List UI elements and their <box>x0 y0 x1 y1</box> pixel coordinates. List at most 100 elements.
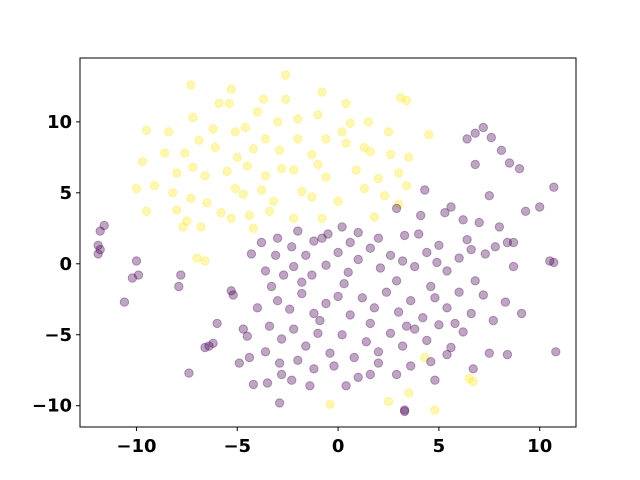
x-axis: −10 −5 0 5 10 <box>116 427 552 457</box>
data-point <box>466 244 476 255</box>
data-point <box>365 318 375 329</box>
data-point <box>365 147 375 157</box>
data-point <box>293 355 303 365</box>
data-point <box>210 142 220 153</box>
data-point <box>287 242 297 252</box>
data-point <box>401 321 412 331</box>
data-point <box>373 173 384 184</box>
data-point <box>484 348 494 358</box>
data-point <box>440 208 450 218</box>
data-point <box>446 342 456 353</box>
data-point <box>224 98 234 109</box>
data-point <box>395 93 406 103</box>
data-point <box>260 347 271 357</box>
data-point <box>462 235 472 245</box>
data-point <box>278 270 289 280</box>
y-tick-label: 5 <box>59 183 72 204</box>
data-point <box>258 94 269 104</box>
x-tick-label: 5 <box>433 436 446 457</box>
data-point <box>200 171 210 181</box>
data-point <box>246 249 257 259</box>
data-point <box>248 223 259 234</box>
data-point <box>466 308 476 319</box>
data-point <box>281 70 291 80</box>
data-point <box>260 171 271 181</box>
data-point <box>127 273 138 283</box>
data-point <box>238 189 249 199</box>
data-point <box>321 134 331 144</box>
data-point <box>309 236 319 246</box>
data-point <box>200 342 210 353</box>
data-point <box>200 256 210 266</box>
data-point <box>242 331 253 341</box>
data-point <box>260 266 271 276</box>
data-point <box>470 159 480 170</box>
plot-frame <box>79 57 577 428</box>
data-point <box>397 256 408 266</box>
plot-background <box>80 58 576 427</box>
data-point <box>137 156 148 167</box>
data-point <box>293 114 303 124</box>
data-point <box>248 144 259 154</box>
data-point <box>549 182 559 192</box>
data-point <box>422 335 432 346</box>
data-point <box>274 398 285 408</box>
data-point <box>468 364 478 374</box>
data-point <box>270 250 281 261</box>
data-point <box>535 202 545 212</box>
data-point <box>345 310 355 320</box>
data-point <box>373 358 384 368</box>
data-point <box>385 149 396 160</box>
data-point <box>313 159 323 170</box>
data-point <box>404 152 414 163</box>
y-tick-label: −10 <box>32 396 72 417</box>
data-point <box>399 406 410 417</box>
data-point <box>414 229 424 239</box>
data-point <box>192 253 202 263</box>
data-point <box>486 132 496 143</box>
data-point <box>349 352 359 363</box>
data-point <box>119 297 130 307</box>
data-point <box>391 276 402 286</box>
data-point <box>264 206 275 217</box>
data-point <box>268 196 279 207</box>
data-point <box>391 369 402 380</box>
data-point <box>289 324 299 334</box>
data-point <box>93 249 103 259</box>
x-tick-label: −5 <box>223 436 251 457</box>
data-point <box>406 296 416 306</box>
data-point <box>341 98 351 109</box>
data-point <box>240 122 251 133</box>
data-point <box>252 107 263 117</box>
data-point <box>426 281 436 292</box>
data-point <box>289 165 299 175</box>
x-tick-label: −10 <box>116 436 156 457</box>
data-point <box>496 145 507 156</box>
data-point <box>434 240 444 251</box>
data-point <box>430 293 440 303</box>
data-point <box>464 374 474 384</box>
data-point <box>410 324 420 334</box>
data-point <box>248 379 259 390</box>
data-point <box>293 134 303 144</box>
data-point <box>329 361 339 371</box>
data-point <box>458 327 468 337</box>
y-tick-label: 0 <box>59 254 72 275</box>
data-point <box>379 191 390 201</box>
data-point <box>369 212 380 222</box>
data-point <box>490 242 500 252</box>
data-point <box>309 364 319 374</box>
data-point <box>297 288 307 299</box>
data-point <box>551 347 561 357</box>
data-point <box>176 270 186 280</box>
data-point <box>401 181 412 191</box>
data-point <box>232 152 243 163</box>
data-point <box>168 188 178 198</box>
data-point <box>262 378 273 388</box>
y-tick-label: −5 <box>44 325 72 346</box>
data-point <box>301 341 311 351</box>
data-point <box>549 257 559 268</box>
data-point <box>442 349 452 360</box>
data-point <box>430 405 440 415</box>
data-point <box>297 277 307 287</box>
